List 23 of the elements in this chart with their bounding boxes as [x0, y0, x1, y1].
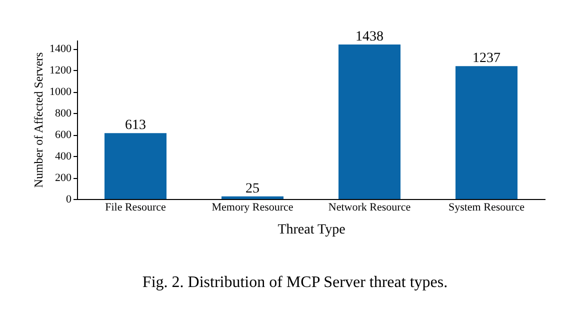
bar [338, 44, 401, 199]
bar [104, 133, 167, 199]
y-tick-label: 1200 [50, 64, 72, 77]
y-tick-label: 600 [55, 129, 72, 142]
y-tick-label: 1400 [50, 43, 72, 56]
x-tick-label: Network Resource [328, 202, 411, 214]
x-tick-label: File Resource [105, 202, 166, 214]
y-tick-label: 200 [55, 172, 72, 184]
caption: Fig. 2. Distribution of MCP Server threat types. [142, 274, 448, 291]
y-tick-label: 0 [66, 194, 72, 206]
x-tick-label: System Resource [448, 202, 525, 214]
data-label: 613 [125, 118, 146, 134]
y-tick-label: 800 [55, 108, 72, 120]
data-label: 1237 [472, 51, 500, 66]
x-axis-title: Threat Type [278, 222, 346, 238]
y-tick-label: 400 [55, 150, 72, 163]
bar [455, 66, 518, 199]
bar [221, 196, 284, 199]
data-label: 1438 [356, 30, 384, 45]
y-tick-label: 1000 [50, 86, 72, 98]
data-label: 25 [246, 181, 260, 196]
y-axis-title: Number of Affected Servers [32, 52, 46, 188]
x-tick-label: Memory Resource [212, 202, 294, 214]
